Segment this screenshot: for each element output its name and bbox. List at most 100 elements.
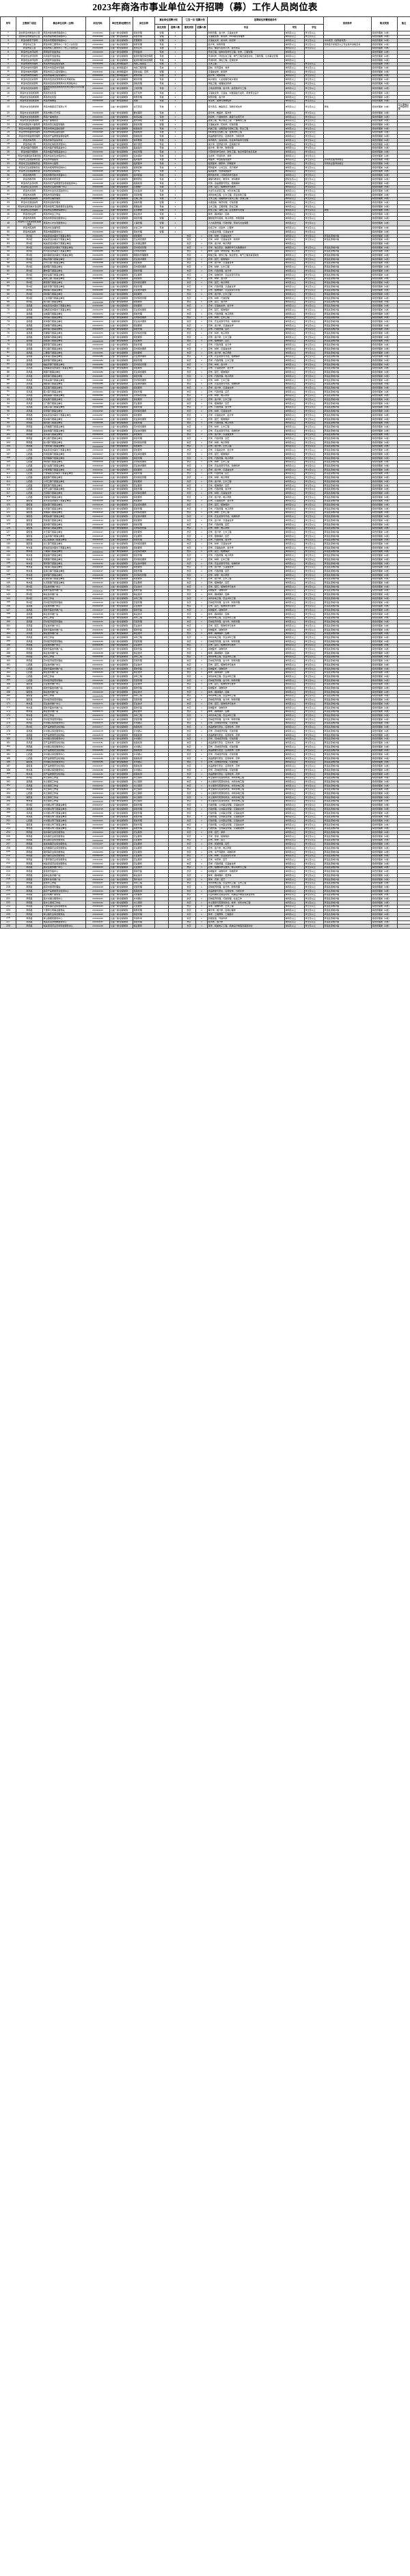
row-service-count: 1 [195, 659, 208, 664]
table-row: 153 丹凤县 林业技术推广站 2310110153 公益一类/全额拨款 林业技术 支农 1 林… [0, 631, 410, 637]
table-row: 13 商洛市自然资源局 商洛市自然资源局商州分局规划站 2310110013 公益一类/… [0, 77, 410, 82]
row-service-count [195, 111, 208, 116]
row-service-count: 1 [195, 428, 208, 434]
table-row: 166 镇安县 农业技术推广中心 2310110166 公益一类/全额拨款 农业技术 支农 1… [0, 682, 410, 687]
table-row: 228 商南县 城关街道农业农村综合服务中心 2310110228 公益一类/全额拨款林… [0, 924, 410, 929]
col-header-service-count: 招募人数 [195, 23, 208, 31]
row-service-count: 1 [195, 522, 208, 527]
col-header-unit-name: 事业单位名称（全称） [42, 16, 86, 31]
row-post-type: 管理 [154, 220, 169, 227]
row-service-count: 1 [195, 475, 208, 481]
table-row: 34 商洛市卫生健康委员会 商洛市疾病预防控制中心 2310110034 公益一类/全额… [0, 165, 410, 170]
table-row: 90 丹凤县 峦庄镇下属事业单位 2310110090 公益一类/全额拨款 综合服务 支农 1… [0, 386, 410, 390]
table-row: 25 商洛市市场监督管理局 商洛市特种设备检验所 2310110025 公益一类/全额拨… [0, 130, 410, 135]
row-remark: 可从事舞台工作监督管理 [397, 103, 410, 112]
row-service-count [195, 114, 208, 120]
row-post-name: 人事管理 [133, 220, 155, 227]
row-service-count: 1 [195, 549, 208, 555]
table-row: 182 商南县 乡村振兴综合服务中心 2310110182 公益一类/全额拨款 乡村振兴支… [0, 744, 410, 749]
row-service-count: 1 [195, 588, 208, 594]
row-department: 商南县 [16, 924, 43, 929]
row-seq: 15 [0, 85, 16, 92]
row-other-conditions [323, 220, 372, 227]
row-service-count: 1 [195, 393, 208, 399]
row-service-type: 支农 [182, 924, 196, 929]
table-row: 26 商洛市市场监督管理局 商洛市产品质量监督检验所 2310110026 公益一类/全… [0, 134, 410, 140]
table-row: 117 山阳县 王阎镇下属事业单位 2310110117 公益一类/全额拨款 农村综合服务… [0, 491, 410, 496]
row-service-count: 1 [195, 553, 208, 559]
row-service-count: 1 [195, 487, 208, 492]
col-header-other-conditions: 其他条件 [323, 16, 372, 31]
row-remark [397, 220, 410, 227]
recruitment-position-table: 序号 主管部门/县区 事业单位名称（全称） 岗位代码 单位性质/经费形式 岗位名… [0, 16, 410, 929]
table-row: 9 商洛市城市管理局 商洛市市政设施管理处 2310110009 公益二类/财政差补 市政… [0, 62, 410, 67]
table-row: 88 丹凤县 竹林关镇下属事业单位 2310110088 公益一类/全额拨款 农村综合服务… [0, 377, 410, 383]
row-service-count: 1 [195, 405, 208, 410]
row-service-count [195, 34, 208, 40]
table-row: 2 政协商洛市委会办公室 商洛市政协委员联络中心 2310110002 公益一类/全额拨… [0, 34, 410, 40]
table-row: 106 山阳县 城关街道办事处下属事业单位 2310110106 公益一类/全额拨款 综合… [0, 448, 410, 453]
table-row: 148 洛南县 林业技术推广站 2310110148 公益一类/全额拨款 林业技术 支农 1 林… [0, 612, 410, 617]
row-service-count: 1 [195, 510, 208, 516]
col-header-remark: 备注 [397, 16, 410, 31]
row-service-count: 1 [195, 608, 208, 613]
col-header-major: 专业 [207, 23, 286, 31]
row-post-type: 专技 [154, 103, 169, 112]
table-row: 111 山阳县 户家塬镇下属事业单位 2310110111 公益一类/全额拨款 综合服务支… [0, 467, 410, 473]
col-header-post-code: 岗位代码 [85, 16, 110, 31]
row-service-count: 1 [195, 924, 208, 929]
table-row: 108 山阳县 色河铺镇下属事业单位 2310110108 公益一类/全额拨款 综合管理支… [0, 455, 410, 461]
row-service-count: 1 [195, 377, 208, 383]
row-unit-nature: 公益一类/全额拨款 [109, 103, 133, 112]
row-service-count: 1 [195, 572, 208, 578]
table-row: 39 商洛市农业农村局 商洛市农业技术推广中心 2310110039 公益一类/全额拨款… [0, 185, 410, 190]
table-row: 32 商洛市卫生健康委员会 商洛市中医医院 2310110032 公益一类/全额拨款 临床… [0, 157, 410, 163]
table-row: 189 柞水县 农产品质量安全检测站 2310110189 公益一类/全额拨款 检验检测支… [0, 771, 410, 777]
row-service-count: 1 [195, 448, 208, 453]
row-service-count [195, 134, 208, 140]
row-service-count: 1 [195, 530, 208, 535]
table-row: 197 商州区 乡村振兴局下属事业单位 2310110197 公益一类/全额拨款 综合管理… [0, 803, 410, 808]
table-row: 124 镇安县 高峰镇下属事业单位 2310110124 公益一类/全额拨款 综合服务 支农… [0, 518, 410, 523]
table-row: 5 商洛市总工会 商洛市职工服务中心（市工人文化宫） 2310110005 公益一类/全… [0, 46, 410, 51]
row-service-count: 1 [195, 460, 208, 465]
col-header-post-type: 岗位类别 [154, 23, 169, 31]
table-row: 123 镇安县 青铜关镇下属事业单位 2310110123 公益一类/全额拨款 农业技术服… [0, 514, 410, 520]
row-major: 茶学、机械电子工程、机械设计制造及其自动化 [207, 924, 286, 929]
row-major: 人力资源管理、行政管理、劳动与社会保障 [207, 220, 286, 227]
row-service-count: 1 [195, 693, 208, 699]
row-service-count: 1 [195, 444, 208, 449]
row-service-count: 1 [195, 432, 208, 438]
col-header-post-count: 招聘人数 [168, 23, 182, 31]
table-row: 132 柞水县 下梁镇下属事业单位 2310110132 公益一类/全额拨款 农业综合服务… [0, 549, 410, 555]
table-row: 141 商州区 农业技术推广中心 2310110141 公益一类/全额拨款 农业技术 支农 1… [0, 585, 410, 589]
table-row: 47 商洛市商务局 商洛市商务综合服务中心 2310110047 公益一类/全额拨款 综合… [0, 216, 410, 221]
row-service-count: 1 [195, 358, 208, 363]
table-row: 102 商南县 试马镇下属事业单位 2310110102 公益一类/全额拨款 综合服务 支农… [0, 432, 410, 438]
table-row: 23 商洛市退役军人事务局 商洛市烈士陵园管理处 2310110023 公益一类/全额拨… [0, 122, 410, 127]
row-service-count: 1 [195, 499, 208, 504]
table-row: 98 商南县 富水镇下属事业单位 2310110098 公益一类/全额拨款 农业综合服务支… [0, 416, 410, 422]
row-service-count: 1 [195, 389, 208, 395]
row-other-conditions: 男性 [323, 103, 372, 112]
table-row: 87 丹凤县 棣花镇下属事业单位 2310110087 公益一类/全额拨款 综合管理 支农 1… [0, 374, 410, 379]
table-row: 115 山阳县 银花镇下属事业单位 2310110115 公益一类/全额拨款 农业服务 支农… [0, 483, 410, 488]
table-row: 191 洛南县 水土保持工作站 2310110191 公益一类/全额拨款 水土保持 支农 1 水… [0, 780, 410, 784]
row-major: 音乐表演、舞蹈表演、戏剧影视文学 [207, 103, 286, 112]
col-header-education: 学历 [284, 23, 305, 31]
col-header-group-recruitment-plan: 事业单位招聘计划 [154, 16, 182, 25]
table-row: 33 商洛市卫生健康委员会 商洛市中心医院 2310110033 公益一类/全额拨款 临床… [0, 161, 410, 166]
row-service-count: 1 [195, 409, 208, 414]
table-row: 122 镇安县 米粮镇下属事业单位 2310110122 公益一类/全额拨款 农村综合服务… [0, 510, 410, 516]
row-seq: 19 [0, 103, 16, 112]
row-education: 本科及以上 [284, 85, 305, 92]
row-department: 商洛市自然资源局 [16, 85, 43, 92]
row-service-count: 1 [195, 674, 208, 679]
row-seq: 48 [0, 220, 16, 227]
table-row: 105 商南县 十里坪镇下属事业单位 2310110105 公益一类/全额拨款 综合服务支… [0, 444, 410, 449]
table-row: 165 山阳县 农村经济经营管理站 2310110165 公益一类/全额拨款 农经管理 支农… [0, 678, 410, 683]
row-unit-nature: 公益一类/全额拨款 [109, 924, 133, 929]
row-service-count: 1 [195, 366, 208, 371]
table-header: 序号 主管部门/县区 事业单位名称（全称） 岗位代码 单位性质/经费形式 岗位名… [0, 16, 410, 31]
